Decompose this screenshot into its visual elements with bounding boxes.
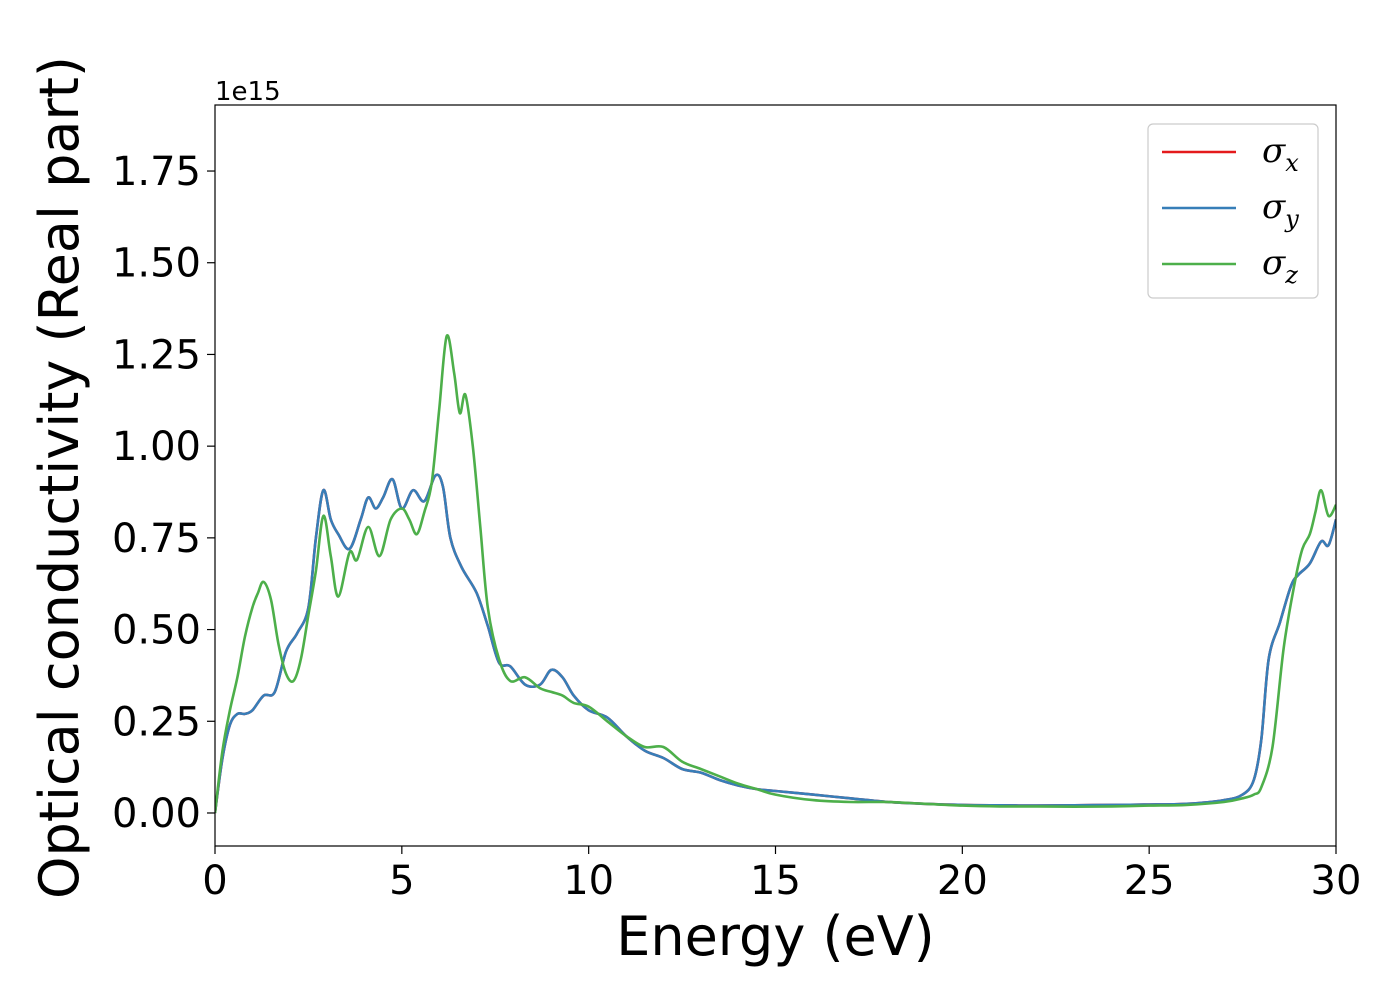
y-tick-label: 0.25 xyxy=(112,699,201,745)
x-tick-label: 0 xyxy=(202,858,227,904)
series-layer xyxy=(215,334,1336,814)
legend-label: σz xyxy=(1262,243,1298,289)
series-line-y xyxy=(215,473,1336,814)
y-tick-label: 1.25 xyxy=(112,332,201,378)
y-offset-text: 1e15 xyxy=(215,77,281,107)
y-tick-label: 1.50 xyxy=(112,241,201,287)
y-tick-label: 1.75 xyxy=(112,149,201,195)
legend: σx σy σz xyxy=(1147,123,1319,299)
legend-label: σx xyxy=(1262,131,1299,177)
x-tick-label: 15 xyxy=(750,858,801,904)
series-line-z xyxy=(215,334,1336,814)
x-axis: 0 5 10 15 20 25 30 xyxy=(202,846,1361,904)
x-tick-label: 10 xyxy=(563,858,614,904)
x-tick-label: 25 xyxy=(1124,858,1175,904)
x-axis-title: Energy (eV) xyxy=(616,905,935,968)
y-tick-label: 0.50 xyxy=(112,608,201,654)
legend-label: σy xyxy=(1262,187,1299,233)
x-tick-label: 30 xyxy=(1311,858,1362,904)
y-axis: 0.00 0.25 0.50 0.75 1.00 1.25 1.50 1.75 xyxy=(112,149,215,837)
y-tick-label: 1.00 xyxy=(112,424,201,470)
y-axis-title: Optical conductivity (Real part) xyxy=(28,56,91,899)
legend-box xyxy=(1147,123,1319,299)
y-tick-label: 0.75 xyxy=(112,516,201,562)
x-tick-label: 5 xyxy=(389,858,414,904)
x-tick-label: 20 xyxy=(937,858,988,904)
y-tick-label: 0.00 xyxy=(112,791,201,837)
